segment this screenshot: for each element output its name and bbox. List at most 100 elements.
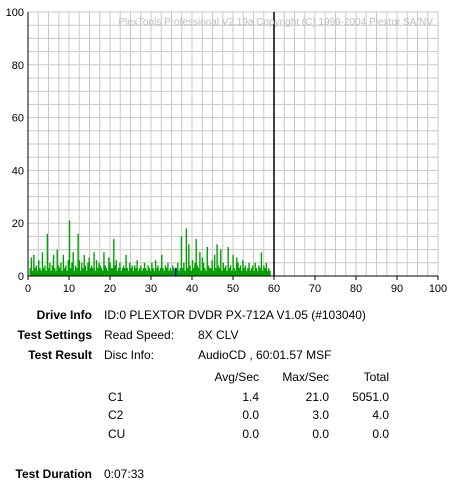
c1-bar [255,268,258,276]
c1-bar [146,270,148,276]
c1-bar [131,265,133,276]
c1-bar [129,262,131,276]
c1-bar [39,268,41,276]
c1-bar [98,262,100,276]
c1-bar [126,268,129,276]
c1-bar [169,268,172,276]
c1-bar [106,270,109,276]
test-result-label: Test Result [28,348,92,362]
c1-bar [222,262,224,276]
c1-bar [212,270,215,276]
c1-bar [236,257,238,276]
c1-bar [72,252,74,276]
c1-bar [265,262,268,276]
c1-bar [103,252,105,276]
c1-bar [89,268,92,276]
c1-bar [264,268,266,276]
c1-bar [162,268,164,276]
c1-bar [228,268,231,276]
c1-bar [168,270,170,276]
c1-bar [175,268,178,276]
c1-bar [188,244,190,276]
c1-bar [167,262,169,276]
row-name-c1: C1 [108,390,124,404]
c1-bar [60,262,62,276]
c1-bar [58,268,61,276]
c1-bar [93,252,95,276]
c1-bar [157,265,159,276]
test-settings-label: Test Settings [17,328,92,342]
c1-bar [195,239,197,276]
c1-bar [234,270,237,276]
c1-bar [193,268,195,276]
test-duration-value: 0:07:33 [104,467,145,481]
cu-max: 0.0 [312,427,329,441]
c1-bar [172,265,174,276]
y-tick-label: 60 [12,113,24,125]
c1-bar [173,268,175,276]
c1-bar [51,265,53,276]
c1-bar [216,244,218,276]
c1-bar [154,260,157,276]
x-tick-label: 100 [429,283,447,295]
c1-bar [148,268,151,276]
c1-bar [223,268,226,276]
c1-bar [121,268,124,276]
c1-bar [206,246,208,276]
chart-bars [29,220,271,276]
c1-bar [191,260,194,276]
c1-bar [81,262,83,276]
c1-bar [196,265,199,276]
c1-bar [34,268,36,276]
c1-bar [232,254,234,276]
x-tick-label: 80 [350,283,362,295]
c1-bar [90,265,93,276]
c1-bar [156,268,158,276]
c1-bar [135,268,137,276]
cu-avg: 0.0 [242,427,259,441]
c1-bar [109,262,111,276]
x-tick-label: 60 [268,283,280,295]
c1-bar [152,268,154,276]
c1-bar [52,254,55,276]
c1-bar [233,268,236,276]
c1-bar [258,265,260,276]
c1-bar [215,268,217,276]
c1-bar [113,239,115,276]
c1-bar [259,268,261,276]
c1-bar [269,270,271,276]
c1-bar [56,249,58,276]
c1-bar [36,270,39,276]
x-tick-label: 50 [227,283,239,295]
chart-grid [27,11,439,277]
c1-bar [42,268,45,276]
row-name-c2: C2 [108,408,124,422]
c1-bar [179,268,181,276]
c1-bar [241,270,243,276]
c1-bar [260,252,263,276]
c1-total: 5051.0 [352,390,389,404]
c1-bar [55,270,57,276]
c1-bar [120,270,122,276]
c1-avg: 1.4 [242,390,259,404]
c1-bar [165,268,168,276]
c1-bar [263,265,265,276]
col-header-max: Max/Sec [282,370,329,384]
c1-bar [99,265,101,276]
c1-bar [237,262,239,276]
c1-bar [221,270,223,276]
c1-bar [127,270,130,276]
c1-bar [231,270,233,276]
y-tick-label: 80 [12,60,24,72]
c1-bar [54,268,56,276]
y-tick-label: 100 [6,7,24,19]
c1-bar [44,265,46,276]
c1-bar [94,270,97,276]
read-speed-label: Read Speed: [104,328,175,342]
c1-bar [186,268,189,276]
c2-max: 3.0 [312,408,329,422]
c1-bar [159,268,162,276]
c1-bar [62,254,65,276]
x-tick-label: 20 [104,283,116,295]
c1-bar [245,270,248,276]
